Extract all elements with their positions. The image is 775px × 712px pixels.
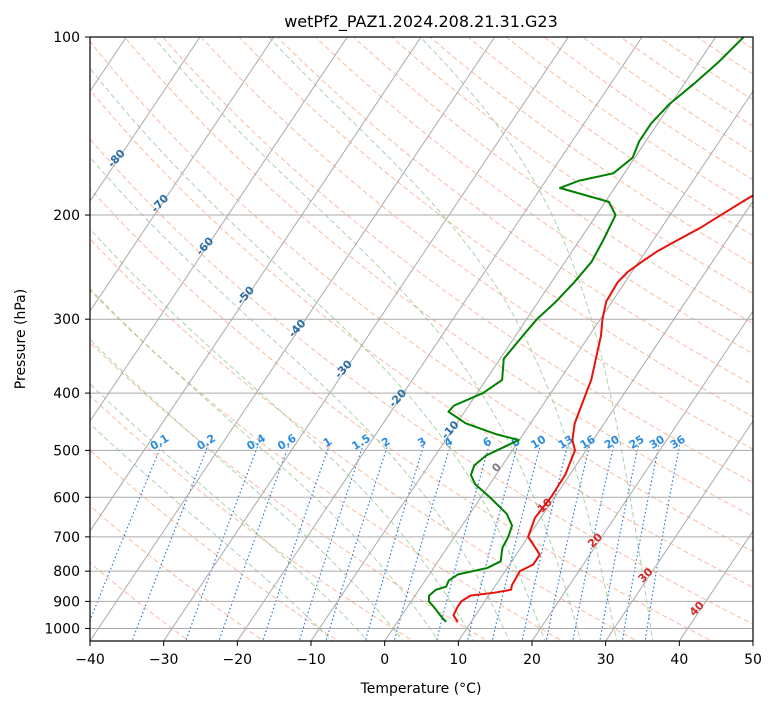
y-tick-label: 400 (53, 386, 80, 402)
y-tick-label: 500 (53, 443, 80, 459)
x-tick-label: 40 (670, 652, 688, 668)
y-tick-label: 200 (53, 208, 80, 224)
x-tick-label: −20 (223, 652, 253, 668)
y-tick-label: 900 (53, 594, 80, 610)
y-tick-label: 100 (53, 30, 80, 46)
y-tick-label: 600 (53, 490, 80, 506)
y-tick-label: 300 (53, 312, 80, 328)
x-tick-label: 50 (744, 652, 762, 668)
chart-title: wetPf2_PAZ1.2024.208.21.31.G23 (284, 12, 558, 32)
x-axis-label: Temperature (°C) (360, 681, 482, 697)
x-tick-label: −40 (75, 652, 105, 668)
y-tick-label: 1000 (44, 621, 80, 637)
x-tick-label: −30 (149, 652, 179, 668)
x-tick-label: 30 (597, 652, 615, 668)
x-tick-label: −10 (296, 652, 326, 668)
x-tick-label: 20 (523, 652, 541, 668)
y-tick-label: 800 (53, 564, 80, 580)
y-axis-label: Pressure (hPa) (13, 289, 29, 389)
x-tick-label: 0 (380, 652, 389, 668)
x-tick-label: 10 (449, 652, 467, 668)
y-tick-label: 700 (53, 530, 80, 546)
